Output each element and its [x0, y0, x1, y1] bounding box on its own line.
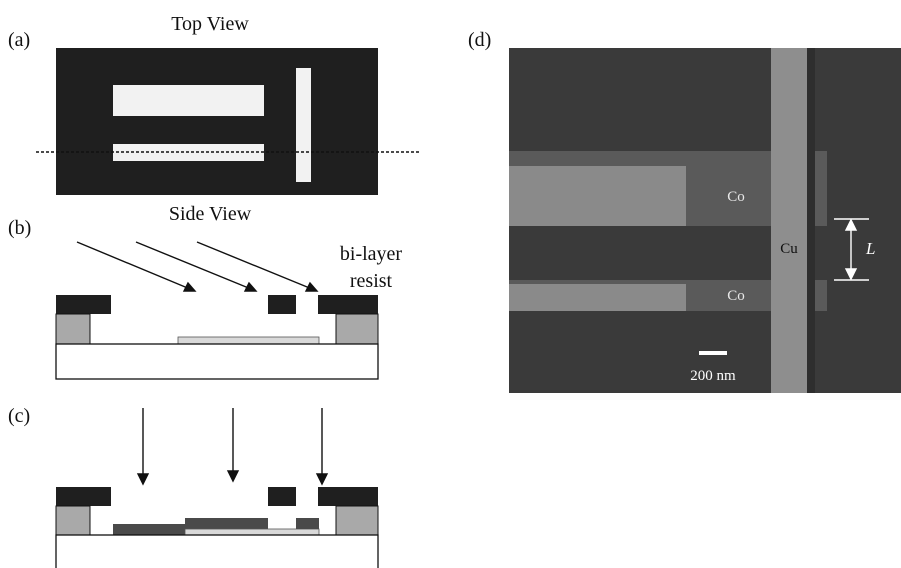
resist-top-left [56, 295, 111, 314]
resist-label-line2: resist [350, 270, 393, 292]
panel-b: (b) Side View bi-layer resist [8, 203, 403, 380]
opening-vertical [296, 68, 311, 182]
panel-d: (d) Co Co Cu L 200 nm [468, 29, 901, 393]
label-co-top: Co [727, 189, 745, 205]
co-pad-bottom-core [509, 284, 686, 311]
deposited-film-1 [177, 336, 320, 345]
resist-top-left-c [56, 487, 111, 506]
scale-bar [699, 351, 727, 355]
vertical-arrows [136, 408, 329, 486]
resist-top-mid [268, 295, 296, 314]
length-symbol: L [865, 239, 875, 258]
cu-wire-edge [807, 48, 815, 393]
panel-a-tag: (a) [8, 29, 30, 51]
length-marker [834, 218, 869, 281]
cu-wire [771, 48, 807, 393]
resist-label-line1: bi-layer [340, 243, 403, 265]
panel-a-title: Top View [171, 13, 249, 35]
co-pad-top-core [509, 166, 686, 226]
deposited-film-1-c [184, 528, 320, 536]
panel-c: (c) [8, 405, 379, 568]
substrate-c [55, 534, 379, 568]
resist-under-right [335, 313, 379, 345]
panel-d-tag: (d) [468, 29, 491, 51]
resist-under-left [55, 313, 91, 345]
resist-top-right [318, 295, 378, 314]
panel-c-tag: (c) [8, 405, 30, 427]
panel-a: (a) Top View [8, 13, 420, 195]
resist-under-right-c [335, 505, 379, 536]
deposited-film-2a [113, 524, 185, 535]
resist-top-right-c [318, 487, 378, 506]
scale-bar-label: 200 nm [690, 368, 736, 384]
panel-b-tag: (b) [8, 217, 31, 239]
resist-under-left-c [55, 505, 91, 536]
label-cu: Cu [780, 241, 798, 257]
opening-wide-top [113, 85, 264, 116]
mask-top-view [56, 48, 378, 195]
resist-top-mid-c [268, 487, 296, 506]
substrate-b [55, 343, 379, 380]
deposited-film-2c [296, 518, 319, 529]
panel-b-title: Side View [169, 203, 252, 225]
angled-arrows [76, 241, 319, 292]
label-co-bottom: Co [727, 288, 745, 304]
deposited-film-2b [185, 518, 268, 529]
